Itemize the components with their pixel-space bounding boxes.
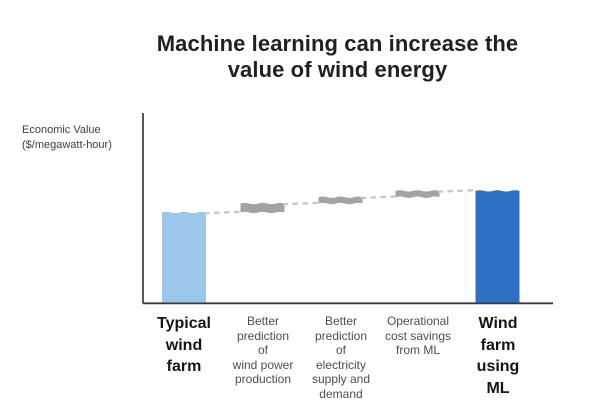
bar-wind-farm-using-ml	[475, 190, 520, 303]
x-label-typical-wind-farm: Typical wind farm	[157, 315, 211, 375]
y-axis-label-line-1: Economic Value	[22, 124, 101, 136]
chart-title-line-2: value of wind energy	[227, 57, 448, 82]
bar-better-prediction-of-electricity-supply-and-demand	[318, 196, 363, 205]
x-label-wind-farm-using-ml: Wind farm using ML	[476, 315, 520, 397]
chart-title-line-1: Machine learning can increase the	[156, 31, 519, 56]
x-label-better-prediction-of-electricity-supply-and-demand: Better prediction of electricity supply …	[311, 314, 371, 401]
y-axis-label: Economic Value ($/megawatt-hour)	[22, 123, 112, 153]
x-label-better-prediction-of-wind-power-production: Better prediction of wind power producti…	[232, 314, 294, 386]
connector-dashed-line-3	[360, 195, 398, 200]
bar-operational-cost-savings-from-ml	[395, 190, 440, 198]
connector-dashed-line-1	[203, 210, 243, 215]
x-label-operational-cost-savings-from-ml: Operational cost savings from ML	[384, 314, 452, 357]
connector-dashed-line-2	[282, 201, 321, 206]
y-axis-label-line-2: ($/megawatt-hour)	[22, 139, 112, 151]
chart-title: Machine learning can increase the value …	[70, 31, 600, 83]
bar-better-prediction-of-wind-power-production	[240, 202, 285, 214]
bar-typical-wind-farm	[162, 211, 206, 303]
connector-dashed-line-4	[437, 189, 478, 193]
